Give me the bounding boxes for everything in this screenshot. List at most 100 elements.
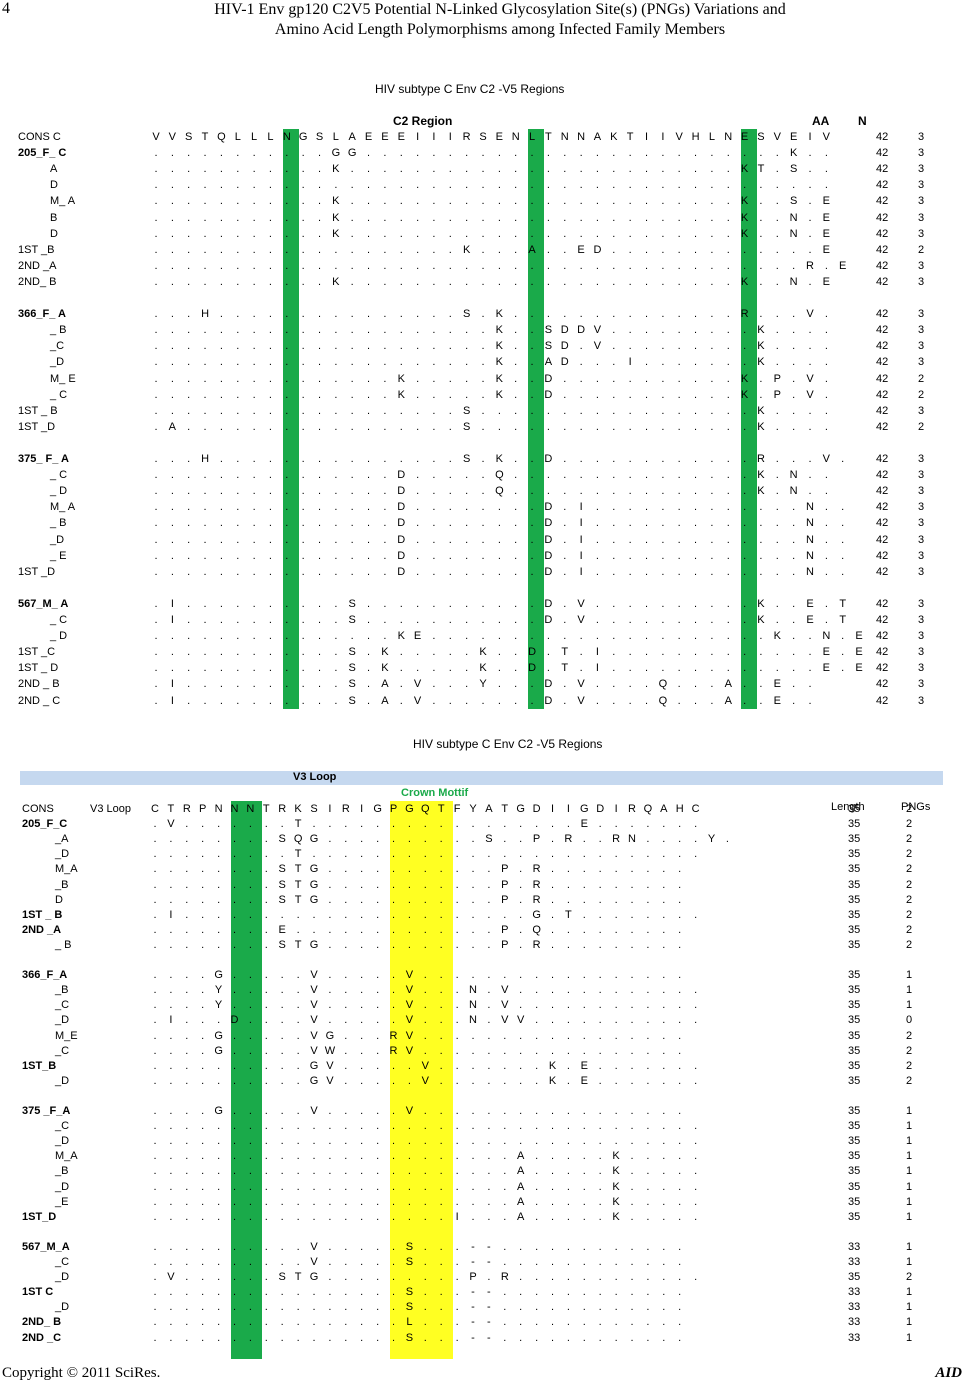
residue: . xyxy=(775,195,779,208)
residue: . xyxy=(563,243,567,256)
v3-loop-bar xyxy=(20,771,943,785)
residue: . xyxy=(219,163,223,176)
residue: . xyxy=(678,1286,682,1299)
row-label: M_A xyxy=(55,1150,78,1163)
residue: . xyxy=(317,420,322,433)
residue: . xyxy=(317,163,322,176)
residue: . xyxy=(301,356,305,369)
residue: . xyxy=(481,275,485,288)
residue: . xyxy=(285,163,289,176)
aa-length: 42 xyxy=(876,469,889,482)
row-label: 1ST _C xyxy=(18,646,56,659)
residue: . xyxy=(391,1286,396,1299)
residue: N xyxy=(511,131,520,143)
residue: S xyxy=(310,803,318,815)
residue: . xyxy=(201,1180,205,1193)
residue: . xyxy=(563,179,567,192)
residue: . xyxy=(296,1120,300,1133)
residue: . xyxy=(694,453,698,465)
residue: G xyxy=(347,147,357,160)
residue: . xyxy=(563,420,567,433)
residue: S xyxy=(315,131,324,143)
residue: . xyxy=(301,163,305,176)
residue: . xyxy=(694,372,698,385)
residue: . xyxy=(465,388,469,401)
residue: . xyxy=(710,372,714,385)
residue: N xyxy=(230,803,239,815)
residue: . xyxy=(678,1240,682,1253)
residue: . xyxy=(169,1256,173,1268)
residue: . xyxy=(775,614,779,626)
residue: E xyxy=(822,211,831,224)
residue: . xyxy=(759,517,763,530)
residue: . xyxy=(514,549,518,562)
residue: . xyxy=(471,863,475,876)
residue: . xyxy=(423,938,427,951)
residue: . xyxy=(367,356,371,369)
residue: . xyxy=(232,1195,237,1208)
residue: . xyxy=(448,259,452,272)
residue: T xyxy=(565,908,572,921)
residue: . xyxy=(465,147,469,160)
residue: . xyxy=(219,211,223,224)
residue: K xyxy=(612,1210,620,1223)
residue: . xyxy=(407,1180,411,1193)
residue: . xyxy=(661,163,665,176)
residue: . xyxy=(185,1210,189,1223)
residue: . xyxy=(530,147,534,160)
residue: . xyxy=(726,469,730,482)
residue: . xyxy=(535,1271,539,1284)
residue: . xyxy=(416,501,420,514)
residue: . xyxy=(677,340,681,353)
residue: . xyxy=(677,372,681,385)
residue: . xyxy=(759,243,763,256)
aa-length: 42 xyxy=(876,372,889,385)
residue: . xyxy=(614,1331,618,1344)
residue: . xyxy=(455,1316,459,1329)
residue: . xyxy=(285,243,289,256)
residue: . xyxy=(808,662,812,675)
residue: . xyxy=(407,878,411,891)
residue: . xyxy=(154,179,158,192)
residue: . xyxy=(550,1165,555,1178)
residue: . xyxy=(185,1014,189,1027)
residue: . xyxy=(391,818,396,831)
residue: K xyxy=(495,308,504,321)
residue: . xyxy=(236,179,240,192)
residue: . xyxy=(677,614,681,626)
residue: S xyxy=(789,163,798,176)
residue: . xyxy=(661,227,665,240)
residue: . xyxy=(792,340,796,353)
residue: . xyxy=(598,1180,602,1193)
residue: . xyxy=(423,878,427,891)
residue: . xyxy=(481,614,485,626)
residue: K xyxy=(757,614,765,626)
residue: . xyxy=(201,999,205,1012)
residue: . xyxy=(185,1316,189,1329)
residue: . xyxy=(185,878,189,891)
residue: . xyxy=(367,420,371,433)
residue: . xyxy=(301,565,305,578)
residue: . xyxy=(201,1301,205,1314)
residue: . xyxy=(432,485,436,498)
residue: . xyxy=(514,453,518,465)
residue: I xyxy=(808,131,812,143)
residue: . xyxy=(503,1165,507,1178)
residue: E xyxy=(839,259,847,272)
residue: . xyxy=(566,1135,570,1148)
residue: . xyxy=(217,1210,221,1223)
residue: E xyxy=(806,597,814,610)
residue: . xyxy=(775,533,779,546)
residue: . xyxy=(423,1286,427,1299)
residue: . xyxy=(252,630,256,643)
residue: . xyxy=(678,1195,682,1208)
aa-length: 42 xyxy=(876,517,889,530)
residue: . xyxy=(519,1331,523,1344)
residue: . xyxy=(694,501,698,514)
residue: . xyxy=(391,1256,396,1268)
residue: . xyxy=(481,549,485,562)
residue: . xyxy=(376,1120,380,1133)
residue: . xyxy=(497,565,501,578)
residue: I xyxy=(416,131,420,143)
residue: . xyxy=(710,356,714,369)
